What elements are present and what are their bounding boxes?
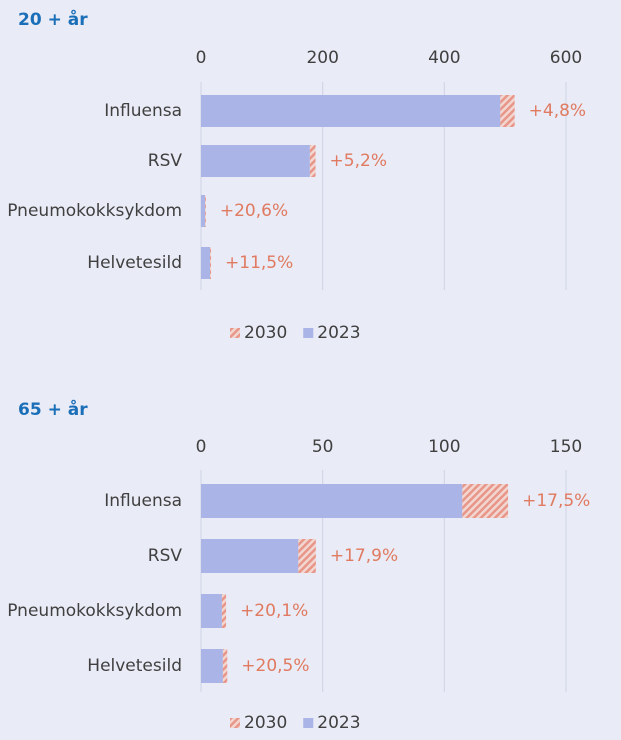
bar-segment: [201, 594, 222, 628]
bar-segment: [309, 145, 316, 177]
x-tick-label: 400: [428, 48, 460, 68]
bar-segment: [201, 539, 299, 573]
annotation: +20,5%: [241, 656, 309, 676]
category-label: Helvetesild: [87, 253, 182, 273]
category-label: Influensa: [104, 491, 182, 511]
bar-segment: [201, 649, 223, 683]
category-label: Influensa: [104, 101, 182, 121]
category-label: RSV: [148, 546, 183, 566]
annotation: +17,5%: [522, 491, 590, 511]
bar-segment: [201, 145, 310, 177]
annotation: +20,1%: [240, 601, 308, 621]
x-tick-label: 50: [312, 437, 334, 457]
chart-title: 65 + år: [18, 398, 88, 420]
chart-title: 20 + år: [18, 8, 88, 30]
x-tick-label: 600: [550, 48, 582, 68]
annotation: +11,5%: [225, 253, 293, 273]
bar-segment: [500, 95, 515, 127]
bar-segment: [205, 195, 206, 227]
annotation: +4,8%: [529, 101, 586, 121]
legend-swatch: [230, 718, 240, 728]
x-tick-label: 100: [428, 437, 460, 457]
legend-swatch: [303, 328, 314, 338]
annotation: +17,9%: [330, 546, 398, 566]
bar-segment: [298, 539, 316, 573]
legend-label: 2023: [317, 713, 360, 733]
bar-segment: [201, 195, 206, 227]
legend-label: 2030: [244, 713, 287, 733]
category-label: Pneumokokksykdom: [7, 201, 182, 221]
bar-segment: [222, 649, 228, 683]
x-tick-label: 0: [196, 437, 207, 457]
legend-swatch: [303, 718, 314, 728]
x-tick-label: 200: [306, 48, 338, 68]
bar-segment: [201, 95, 501, 127]
bar-segment: [210, 247, 212, 279]
bar-segment: [462, 484, 509, 518]
legend-label: 2030: [244, 323, 287, 343]
annotation: +5,2%: [330, 151, 387, 171]
category-label: RSV: [148, 151, 183, 171]
bar-segment: [221, 594, 227, 628]
legend-swatch: [230, 328, 240, 338]
legend-label: 2023: [317, 323, 360, 343]
annotation: +20,6%: [220, 201, 288, 221]
category-label: Helvetesild: [87, 656, 182, 676]
x-tick-label: 150: [550, 437, 582, 457]
category-label: Pneumokokksykdom: [7, 601, 182, 621]
x-tick-label: 0: [196, 48, 207, 68]
bar-segment: [201, 247, 211, 279]
bar-segment: [201, 484, 463, 518]
